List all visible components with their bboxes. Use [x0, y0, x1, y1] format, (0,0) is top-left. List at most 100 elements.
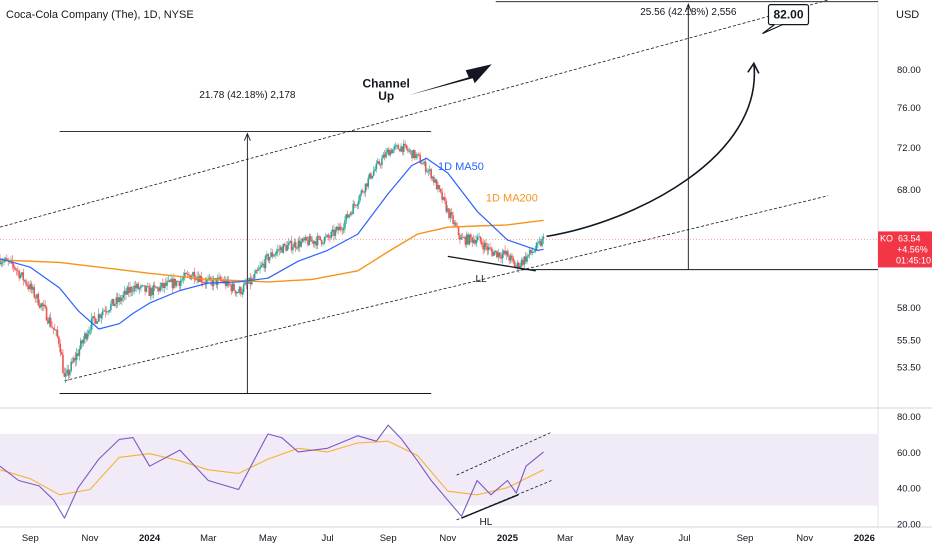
candle-body — [394, 145, 397, 147]
candle-body — [330, 231, 333, 238]
candle-body — [141, 285, 144, 287]
candle-body — [489, 247, 491, 249]
candle-body — [237, 291, 239, 293]
candle-body — [496, 250, 498, 258]
candle-body — [524, 256, 527, 262]
candle-body — [408, 150, 411, 152]
projection-arrowhead — [747, 61, 760, 74]
candle-body — [192, 272, 194, 276]
candle-body — [338, 226, 341, 231]
candle-body — [115, 297, 118, 305]
candle-body — [147, 286, 149, 288]
candle-body — [58, 336, 60, 344]
time-tick-label: Nov — [796, 533, 813, 544]
candle-body — [333, 229, 335, 236]
candle-body — [523, 256, 526, 265]
candle-body — [309, 236, 312, 242]
candle-body — [149, 287, 152, 296]
price-tick-label: 68.00 — [897, 185, 921, 196]
candle-body — [79, 340, 82, 349]
candle-body — [450, 212, 453, 216]
candle-body — [272, 255, 275, 257]
candle-body — [516, 262, 519, 267]
candle-body — [411, 150, 413, 159]
candle-body — [222, 280, 224, 283]
candle-body — [285, 245, 287, 251]
price-badge-box — [878, 231, 932, 268]
candle-body — [152, 285, 155, 296]
measure-left-arrowhead — [243, 132, 251, 141]
candle-body — [500, 256, 502, 259]
candle-body — [429, 169, 431, 171]
candle-body — [69, 370, 71, 376]
candle-body — [125, 290, 127, 295]
candle-body — [22, 272, 25, 281]
candle-body — [170, 278, 172, 282]
candle-body — [151, 287, 153, 296]
candle-body — [144, 285, 146, 292]
candle-body — [233, 283, 235, 291]
candle-body — [419, 155, 422, 164]
candle-body — [108, 309, 111, 312]
candle-body — [400, 146, 402, 152]
candle-body — [99, 314, 101, 318]
ma50-label: 1D MA50 — [438, 161, 484, 173]
candle-body — [463, 237, 465, 239]
candle-body — [449, 212, 452, 218]
rsi-band — [0, 434, 878, 506]
candle-body — [281, 247, 283, 253]
candle-body — [290, 240, 293, 251]
candle-body — [81, 340, 83, 344]
candle-body — [185, 272, 187, 274]
candle-body — [359, 194, 361, 201]
candle-body — [508, 256, 511, 261]
candle-body — [396, 145, 398, 147]
rsi-channel-upper — [456, 431, 552, 476]
candle-body — [465, 234, 468, 245]
candle-body — [357, 200, 360, 205]
candle-body — [100, 315, 103, 318]
candle-body — [378, 161, 380, 165]
candle-body — [431, 176, 434, 179]
candle-body — [216, 277, 219, 286]
candle-body — [420, 163, 423, 165]
candle-body — [459, 234, 461, 240]
candle-body — [223, 280, 226, 283]
time-tick-label: May — [259, 533, 277, 544]
time-tick-label: Mar — [557, 533, 573, 544]
candle-body — [387, 149, 390, 156]
candle-body — [340, 226, 342, 230]
candle-body — [367, 178, 370, 187]
candle-body — [142, 285, 145, 287]
candle-body — [0, 258, 1, 265]
candle-body — [453, 222, 456, 224]
candle-body — [51, 326, 53, 328]
time-tick-label: Sep — [737, 533, 754, 544]
candle-body — [442, 197, 445, 200]
candle-body — [97, 314, 100, 322]
candle-body — [327, 234, 330, 238]
time-tick-label: Jul — [321, 533, 333, 544]
candle-body — [25, 280, 27, 285]
candle-body — [293, 242, 296, 248]
candle-body — [201, 281, 204, 283]
candle-body — [486, 246, 489, 251]
candle-body — [114, 304, 116, 306]
candle-body — [482, 244, 484, 250]
candle-body — [364, 183, 367, 193]
candle-body — [177, 281, 179, 282]
channel-lower-line — [64, 195, 829, 382]
price-tick-label: 58.00 — [897, 303, 921, 314]
candle-body — [225, 280, 227, 286]
candle-body — [511, 255, 513, 259]
candle-body — [238, 287, 241, 293]
candle-body — [194, 279, 197, 281]
candle-body — [3, 260, 5, 263]
candle-body — [326, 234, 328, 237]
candle-body — [490, 248, 493, 252]
candle-body — [522, 260, 524, 265]
target-callout-pointer — [762, 24, 783, 35]
candle-body — [538, 241, 541, 243]
